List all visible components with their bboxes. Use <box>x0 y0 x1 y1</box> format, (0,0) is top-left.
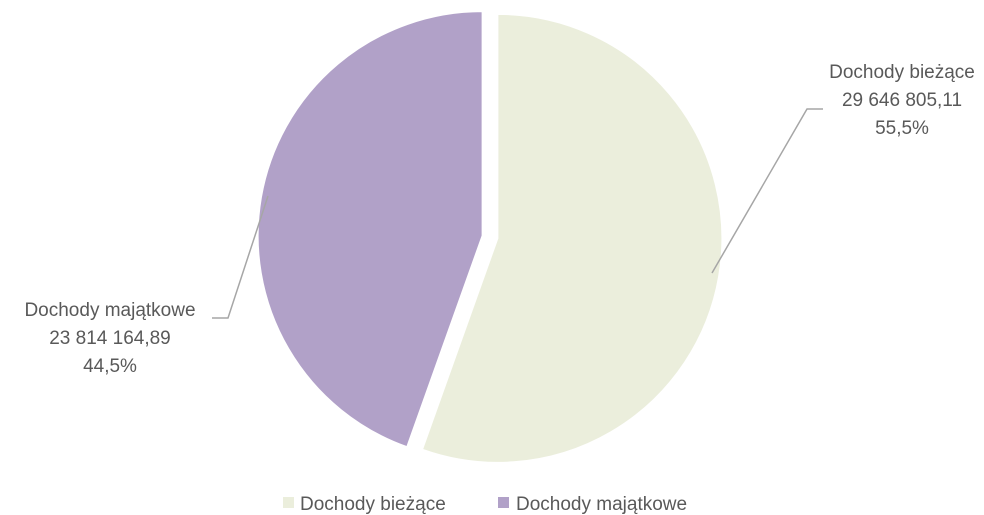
legend-label-dochody-majatkowe: Dochody majątkowe <box>516 494 687 515</box>
data-label-biezace-name: Dochody bieżące <box>829 62 975 83</box>
legend-swatch-dochody-biezace <box>283 497 294 508</box>
pie-slice-dochody-biezace <box>421 13 723 463</box>
data-label-biezace-value: 29 646 805,11 <box>842 90 962 111</box>
legend-swatch-dochody-majatkowe <box>498 497 509 508</box>
data-label-majatkowe-value: 23 814 164,89 <box>49 328 171 349</box>
data-label-majatkowe-name: Dochody majątkowe <box>24 300 195 321</box>
leader-line-dochody-biezace <box>711 108 823 274</box>
pie-slice-dochody-majatkowe <box>257 11 483 448</box>
legend-label-dochody-biezace: Dochody bieżące <box>300 494 446 515</box>
data-label-biezace-percent: 55,5% <box>875 118 929 139</box>
leader-line-dochody-majatkowe <box>212 195 269 319</box>
data-label-majatkowe-percent: 44,5% <box>83 356 137 377</box>
legend: Dochody bieżące Dochody majątkowe <box>283 494 687 515</box>
